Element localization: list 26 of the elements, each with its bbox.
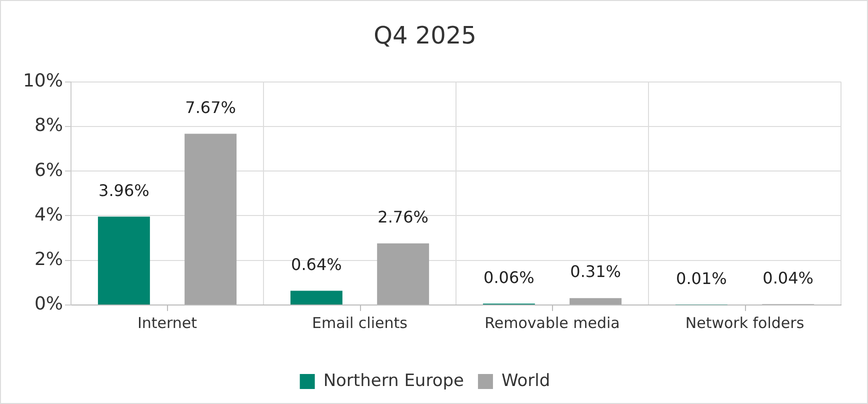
x-tick-label: Email clients <box>312 314 408 332</box>
y-tick-label: 2% <box>34 249 63 270</box>
bar <box>290 290 342 304</box>
y-tick-label: 10% <box>22 70 63 92</box>
bar <box>570 298 622 304</box>
data-label: 0.06% <box>484 268 534 287</box>
y-tick-label: 8% <box>34 115 63 136</box>
bar <box>184 134 237 304</box>
data-label: 0.04% <box>762 268 814 288</box>
legend-label: Northern Europe <box>323 370 464 391</box>
chart-title: Q4 2025 <box>374 22 476 50</box>
y-tick-label: 4% <box>34 204 63 226</box>
legend-label: World <box>501 370 550 391</box>
y-tick-label: 0% <box>34 294 63 315</box>
bar <box>98 216 150 304</box>
data-label: 0.31% <box>570 262 621 282</box>
bar <box>377 243 430 304</box>
x-tick-label: Removable media <box>484 314 620 332</box>
x-tick-label: Internet <box>137 314 198 332</box>
data-label: 3.96% <box>98 180 150 200</box>
data-label: 0.64% <box>291 254 342 274</box>
data-label: 7.67% <box>185 98 236 117</box>
data-label: 0.01% <box>676 268 727 288</box>
y-tick-label: 6% <box>34 160 63 181</box>
x-tick-label: Network folders <box>685 314 804 332</box>
data-label: 2.76% <box>378 208 428 227</box>
